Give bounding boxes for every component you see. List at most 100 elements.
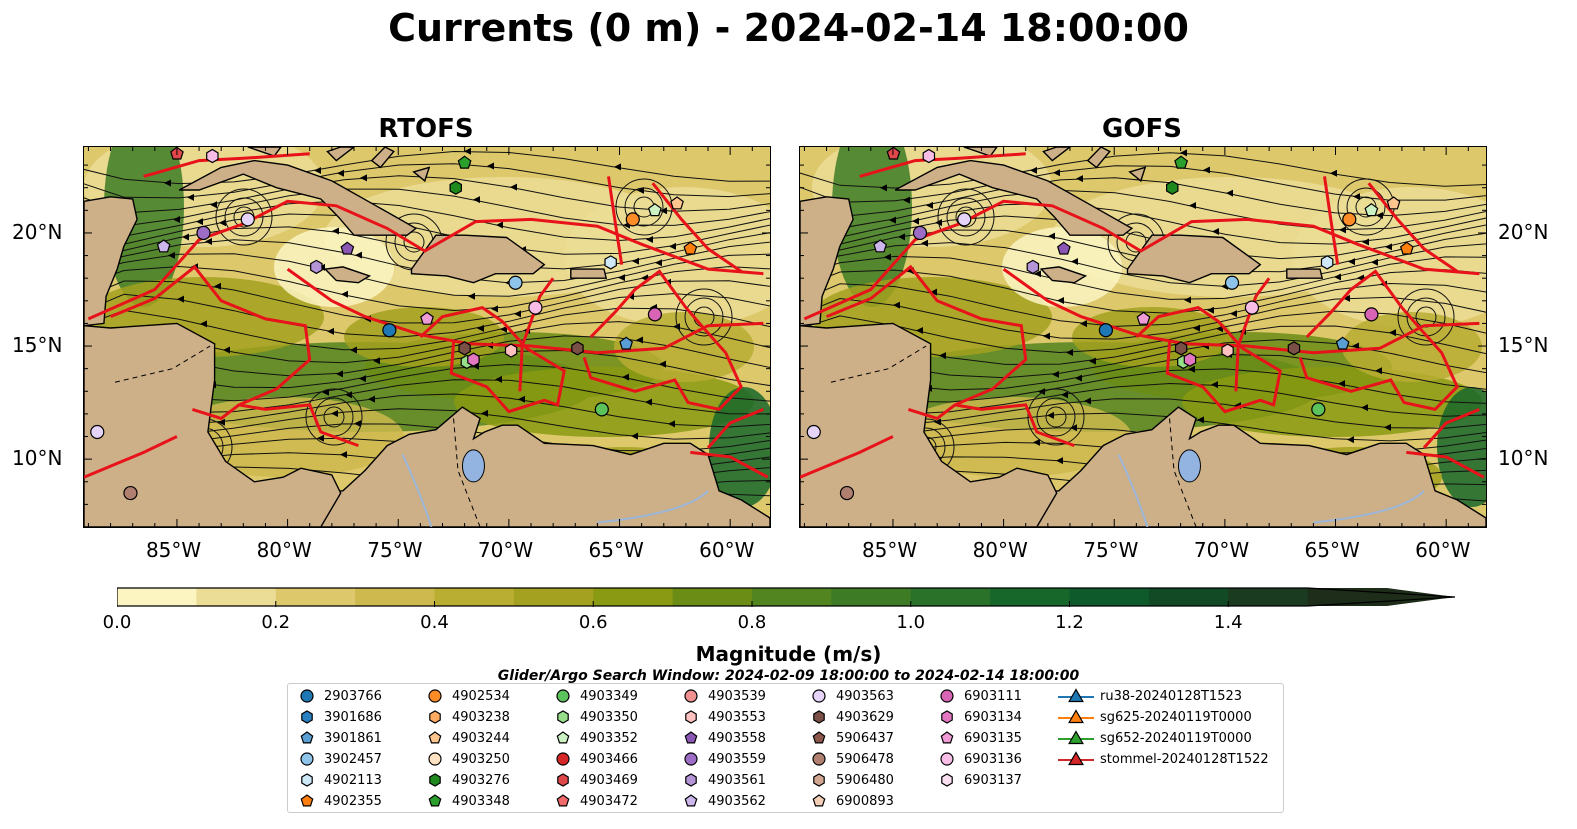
legend-item: 4903238	[424, 707, 510, 727]
legend-item: 4903559	[680, 749, 766, 769]
legend-label: sg625-20240119T0000	[1100, 709, 1252, 725]
float-marker	[1386, 196, 1401, 210]
float-marker	[310, 259, 323, 275]
legend-triangle-marker	[1068, 709, 1084, 724]
legend-item: sg652-20240119T0000	[1058, 728, 1252, 748]
legend-marker	[556, 731, 570, 744]
float-marker	[528, 300, 543, 315]
legend-item: 6903136	[936, 749, 1022, 769]
legend-item: 5906437	[808, 728, 894, 748]
legend-label: 3901861	[324, 730, 382, 746]
x-tick-label: 60°W	[699, 538, 755, 562]
legend-item: sg625-20240119T0000	[1058, 707, 1252, 727]
x-tick-label: 60°W	[1415, 538, 1471, 562]
legend-item: 6903137	[936, 770, 1022, 790]
legend-label: 4903349	[580, 688, 638, 704]
legend-item: 4903244	[424, 728, 510, 748]
legend-label: 4903348	[452, 793, 510, 809]
float-marker	[382, 323, 397, 338]
country-border	[114, 345, 211, 383]
colorbar	[117, 587, 1456, 607]
legend-label: 4902113	[324, 772, 382, 788]
legend-label: 5906480	[836, 772, 894, 788]
colorbar-segment	[513, 588, 594, 606]
legend-item: 4903558	[680, 728, 766, 748]
float-marker	[1224, 275, 1240, 290]
legend-item: 6903135	[936, 728, 1022, 748]
legend-label: 4903276	[452, 772, 510, 788]
legend-marker	[428, 752, 442, 766]
legend-marker	[428, 689, 442, 703]
legend-label: sg652-20240119T0000	[1100, 730, 1252, 746]
float-marker	[1320, 255, 1334, 270]
x-tick-label: 65°W	[588, 538, 644, 562]
legend-item: 4903563	[808, 686, 894, 706]
legend-marker	[301, 773, 313, 787]
legend-marker	[684, 794, 698, 807]
x-tick-label: 80°W	[256, 538, 312, 562]
float-marker	[1342, 212, 1357, 227]
legend-marker	[940, 731, 954, 744]
legend-label: 3901686	[324, 709, 382, 725]
y-tick-label-right: 20°N	[1498, 219, 1549, 244]
legend-marker	[428, 794, 442, 807]
float-marker	[1056, 241, 1071, 255]
legend-item: 2903766	[296, 686, 382, 706]
legend-item: 4903466	[552, 749, 638, 769]
float-marker	[1098, 323, 1113, 338]
legend-marker	[429, 773, 441, 787]
float-marker	[1174, 155, 1189, 169]
legend-label: 3902457	[324, 751, 382, 767]
float-marker	[123, 485, 138, 501]
figure-title: Currents (0 m) - 2024-02-14 18:00:00	[388, 6, 1189, 50]
legend-item: ru38-20240128T1523	[1058, 686, 1242, 706]
legend-label: 5906437	[836, 730, 894, 746]
legend-label: 6903135	[964, 730, 1022, 746]
legend-item: 4903250	[424, 749, 510, 769]
legend-marker	[813, 773, 825, 787]
legend-marker	[557, 710, 569, 724]
legend-marker	[941, 773, 953, 787]
map-panel-rtofs	[83, 146, 771, 528]
float-marker	[1221, 343, 1234, 358]
current-map-rtofs	[84, 147, 770, 527]
legend-marker	[684, 752, 698, 766]
legend-marker	[812, 731, 826, 744]
float-marker	[647, 307, 663, 322]
legend-marker	[685, 710, 697, 724]
x-tick-label: 75°W	[1083, 538, 1139, 562]
legend-marker	[557, 773, 569, 787]
colorbar-segment	[752, 588, 832, 606]
legend-label: 6903111	[964, 688, 1022, 704]
float-marker	[1287, 341, 1301, 356]
float-marker	[420, 311, 434, 325]
colorbar-segment	[831, 588, 912, 606]
legend-item: 4902355	[296, 791, 382, 811]
float-marker	[457, 155, 472, 169]
river	[401, 454, 433, 527]
legend-triangle-marker	[1068, 688, 1084, 703]
colorbar-segment	[672, 588, 753, 606]
float-marker	[1166, 180, 1179, 195]
colorbar-tick-label: 0.6	[578, 612, 608, 633]
legend-label: 4903629	[836, 709, 894, 725]
float-marker	[1364, 203, 1379, 217]
colorbar-extend-arrow	[1307, 588, 1455, 606]
x-tick-label: 70°W	[477, 538, 534, 562]
legend-triangle-marker	[1068, 730, 1084, 745]
legend-item: 6900893	[808, 791, 894, 811]
legend-label: 4903238	[452, 709, 510, 725]
legend-label: 6903137	[964, 772, 1022, 788]
float-marker	[156, 239, 171, 253]
colorbar-segment	[355, 588, 435, 606]
float-marker	[240, 212, 255, 227]
float-marker	[458, 341, 471, 356]
float-marker	[504, 343, 518, 358]
legend-label: 4903539	[708, 688, 766, 704]
legend-marker	[301, 710, 313, 724]
x-tick-label: 85°W	[145, 538, 202, 562]
legend-label: 2903766	[324, 688, 382, 704]
x-tick-label: 75°W	[367, 538, 423, 562]
float-marker	[90, 424, 105, 440]
country-border	[830, 345, 927, 383]
